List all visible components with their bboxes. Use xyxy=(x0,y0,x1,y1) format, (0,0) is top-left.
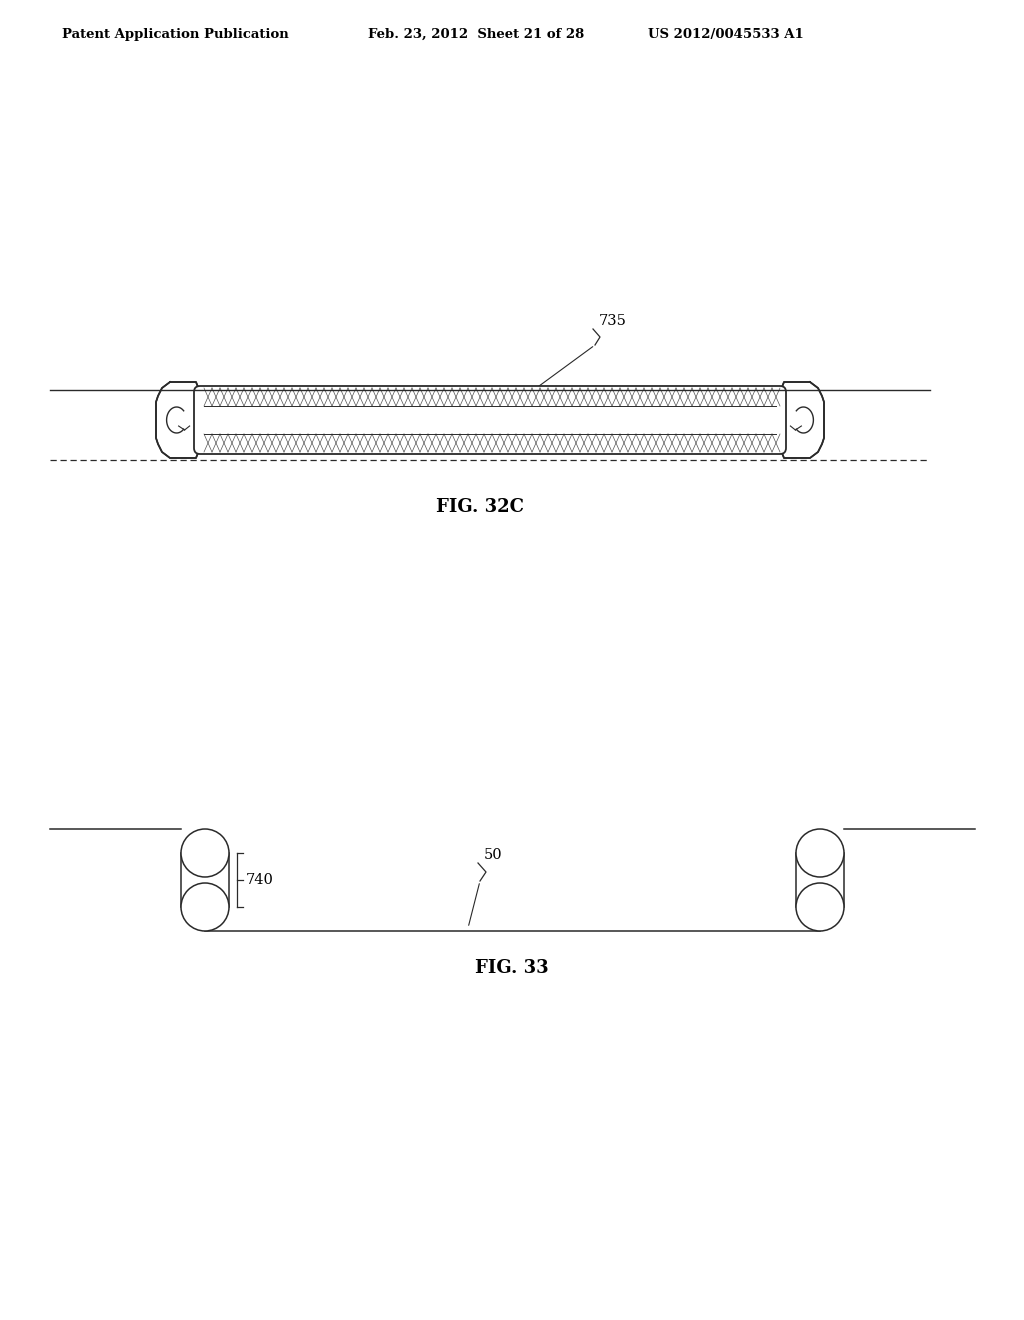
Circle shape xyxy=(796,829,844,876)
Text: FIG. 32C: FIG. 32C xyxy=(436,498,524,516)
Text: US 2012/0045533 A1: US 2012/0045533 A1 xyxy=(648,28,804,41)
Text: 735: 735 xyxy=(599,314,627,327)
Circle shape xyxy=(796,883,844,931)
Polygon shape xyxy=(156,381,200,458)
Text: Patent Application Publication: Patent Application Publication xyxy=(62,28,289,41)
Circle shape xyxy=(181,829,229,876)
Text: 740: 740 xyxy=(246,873,273,887)
Circle shape xyxy=(181,883,229,931)
Text: FIG. 33: FIG. 33 xyxy=(475,960,549,977)
Polygon shape xyxy=(780,381,824,458)
Text: Feb. 23, 2012  Sheet 21 of 28: Feb. 23, 2012 Sheet 21 of 28 xyxy=(368,28,585,41)
Text: 50: 50 xyxy=(484,847,503,862)
FancyBboxPatch shape xyxy=(194,385,786,454)
